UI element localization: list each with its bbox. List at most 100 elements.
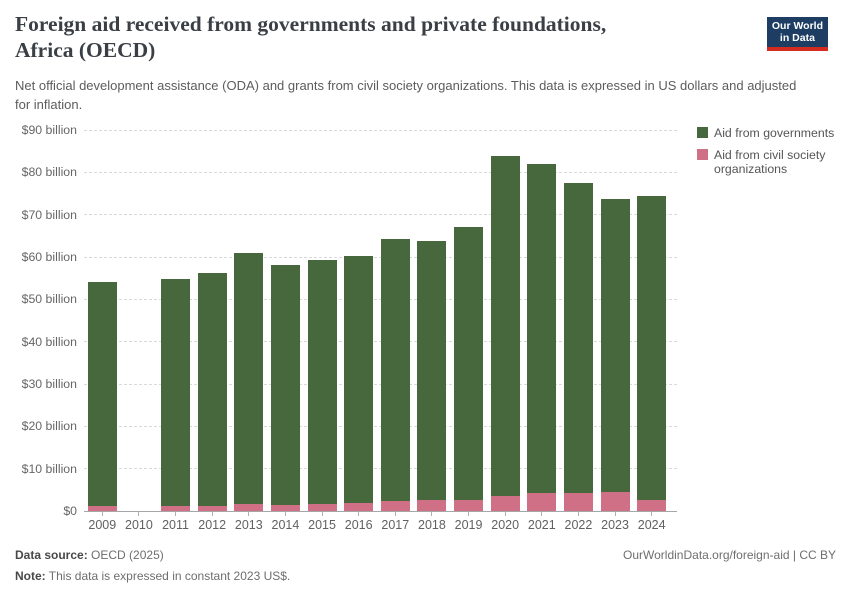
legend-item-governments[interactable]: Aid from governments: [697, 126, 849, 141]
y-gridline: [84, 171, 677, 173]
x-axis-line: [84, 511, 677, 512]
page-title-line1: Foreign aid received from governments an…: [15, 12, 607, 36]
x-tick-label: 2022: [564, 518, 593, 532]
footer-left: Data source: OECD (2025) Note: This data…: [15, 548, 290, 590]
note: Note: This data is expressed in constant…: [15, 569, 290, 583]
y-gridline: [84, 298, 677, 300]
x-axis-tick: [101, 512, 103, 516]
bar-segment-civil-society[interactable]: [454, 499, 484, 511]
bar-segment-governments[interactable]: [197, 272, 227, 506]
x-axis-tick: [614, 512, 616, 516]
bar-segment-civil-society[interactable]: [234, 504, 264, 511]
owid-logo-line1: Our World: [771, 19, 823, 32]
x-tick-label: 2009: [88, 518, 117, 532]
y-tick-label: $60 billion: [21, 250, 77, 264]
page-title: Foreign aid received from governments an…: [15, 12, 775, 63]
citation-link: OurWorldinData.org/foreign-aid | CC BY: [623, 548, 836, 562]
bar-segment-civil-society[interactable]: [527, 492, 557, 511]
owid-logo-line2: in Data: [779, 32, 815, 44]
x-tick-label: 2023: [601, 518, 629, 532]
y-tick-label: $10 billion: [21, 461, 77, 476]
bar-segment-governments[interactable]: [600, 198, 630, 492]
bar-segment-governments[interactable]: [417, 240, 447, 501]
x-tick-label: 2018: [418, 518, 446, 532]
x-tick-label: 2021: [527, 518, 556, 532]
data-source: Data source: OECD (2025): [15, 548, 290, 562]
legend-item-civil-society[interactable]: Aid from civil society organizations: [697, 148, 849, 177]
x-axis-tick: [248, 512, 250, 516]
x-tick-label: 2019: [454, 518, 483, 532]
x-tick-label: 2015: [308, 518, 336, 532]
note-label: Note:: [15, 569, 46, 583]
y-gridline: [84, 425, 677, 427]
bar-segment-civil-society[interactable]: [161, 505, 191, 511]
y-tick-label: $90 billion: [21, 123, 77, 137]
bar-segment-governments[interactable]: [87, 282, 117, 506]
bar-segment-governments[interactable]: [161, 278, 191, 506]
y-tick-label: $30 billion: [21, 377, 77, 391]
bar-segment-governments[interactable]: [637, 196, 667, 500]
bar-segment-governments[interactable]: [527, 163, 557, 493]
x-tick-label: 2014: [271, 518, 300, 532]
y-gridline: [84, 129, 677, 131]
governments-swatch-icon: [697, 127, 708, 138]
bar-segment-governments[interactable]: [234, 253, 264, 505]
y-gridline: [84, 341, 677, 343]
civil-society-swatch-icon: [697, 148, 708, 160]
page-title-line2: Africa (OECD): [15, 37, 156, 62]
x-tick-label: 2013: [234, 518, 263, 532]
x-axis-tick: [468, 512, 470, 516]
x-tick-label: 2017: [381, 518, 410, 532]
y-tick-label: $50 billion: [21, 292, 77, 307]
bar-segment-governments[interactable]: [380, 238, 410, 502]
bar-segment-civil-society[interactable]: [563, 493, 593, 511]
x-tick-label: 2016: [344, 518, 373, 532]
y-tick-label: $40 billion: [21, 334, 77, 349]
x-tick-label: 2020: [491, 518, 520, 532]
bar-segment-civil-society[interactable]: [344, 503, 374, 511]
bar-segment-civil-society[interactable]: [637, 499, 667, 511]
bar-segment-civil-society[interactable]: [197, 505, 227, 511]
bar-segment-civil-society[interactable]: [270, 505, 300, 511]
y-gridline: [84, 256, 677, 258]
footer: Data source: OECD (2025) Note: This data…: [15, 548, 836, 590]
bar-segment-civil-society[interactable]: [380, 501, 410, 511]
x-axis-tick: [138, 512, 140, 516]
note-value: This data is expressed in constant 2023 …: [48, 569, 291, 583]
y-gridline: [84, 383, 677, 385]
bar-segment-civil-society[interactable]: [490, 495, 520, 511]
x-axis-tick: [504, 512, 506, 516]
legend-label: Aid from governments: [714, 126, 835, 140]
x-tick-label: 2012: [198, 518, 227, 532]
bar-segment-civil-society[interactable]: [307, 503, 337, 511]
bar-segment-governments[interactable]: [490, 156, 520, 496]
data-source-value: OECD (2025): [91, 548, 164, 562]
y-tick-label: $70 billion: [21, 207, 77, 222]
bar-segment-governments[interactable]: [344, 255, 374, 504]
bar-segment-governments[interactable]: [454, 227, 484, 500]
owid-logo: Our World in Data: [766, 17, 828, 51]
bar-segment-governments[interactable]: [307, 260, 337, 504]
x-axis-tick: [211, 512, 213, 516]
bar-segment-governments[interactable]: [563, 183, 593, 494]
legend-label: Aid from civil society organizations: [714, 147, 826, 177]
bar-segment-governments[interactable]: [270, 265, 300, 506]
x-axis-tick: [175, 512, 177, 516]
y-gridline: [84, 468, 677, 470]
x-tick-label: 2024: [637, 518, 666, 532]
x-tick-label: 2011: [162, 518, 189, 532]
x-axis-tick: [321, 512, 323, 516]
page-subtitle: Net official development assistance (ODA…: [15, 78, 797, 112]
legend: Aid from governments Aid from civil soci…: [697, 126, 849, 184]
x-axis-tick: [431, 512, 433, 516]
bar-segment-civil-society[interactable]: [600, 491, 630, 511]
x-axis-tick: [358, 512, 360, 516]
x-axis-tick: [651, 512, 653, 516]
bar-segment-civil-society[interactable]: [417, 500, 447, 511]
x-axis-tick: [394, 512, 396, 516]
bar-segment-civil-society[interactable]: [87, 505, 117, 511]
x-tick-label: 2010: [125, 518, 153, 532]
y-tick-label: $80 billion: [21, 165, 77, 180]
